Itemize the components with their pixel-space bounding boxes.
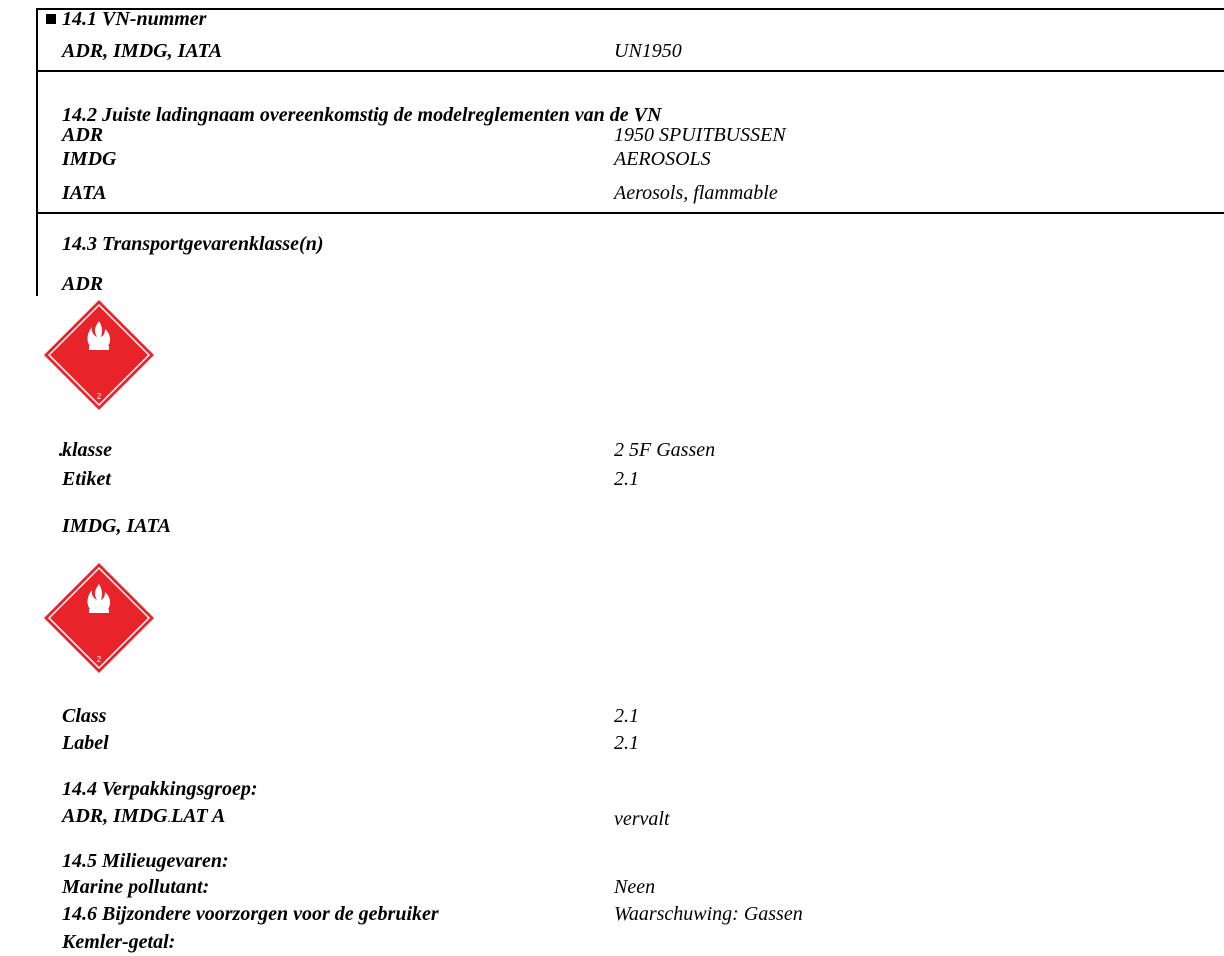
left-rule-14-3 bbox=[36, 212, 38, 296]
imdg-iata-subheading: IMDG, IATA bbox=[62, 515, 171, 537]
section-14-2-row-label: IATA bbox=[62, 182, 107, 204]
adr-etiket-label: Etiket bbox=[62, 468, 111, 490]
section-bullet-icon bbox=[46, 14, 56, 24]
flammable-gas-diamond-icon: 2 bbox=[39, 295, 159, 415]
section-14-4-label-b: LAT A bbox=[171, 805, 226, 827]
left-rule-14-2 bbox=[36, 70, 38, 214]
section-14-2-row-label: ADR bbox=[62, 124, 104, 146]
imdg-class-label: Class bbox=[62, 705, 107, 727]
left-rule-14-1 bbox=[36, 8, 38, 72]
label-separator-dot: . bbox=[167, 811, 172, 826]
adr-klasse-value: 2 5F Gassen bbox=[614, 439, 716, 461]
section-14-2-row-label: IMDG bbox=[62, 148, 117, 170]
section-14-5-label: Marine pollutant: bbox=[62, 876, 210, 898]
section-14-4-label: ADR, IMDG.LAT A bbox=[62, 806, 225, 826]
section-14-4-label-a: ADR, IMDG bbox=[62, 805, 168, 827]
rule-after-14-2 bbox=[36, 212, 1224, 214]
flammable-gas-diamond-icon: 2 bbox=[39, 558, 159, 678]
rule-after-14-1 bbox=[36, 70, 1224, 72]
section-14-2-row-value: Aerosols, flammable bbox=[614, 182, 778, 204]
svg-text:2: 2 bbox=[97, 392, 102, 401]
section-14-4-heading: 14.4 Verpakkingsgroep: bbox=[62, 778, 258, 800]
adr-etiket-value: 2.1 bbox=[614, 468, 639, 490]
imdg-class-value: 2.1 bbox=[614, 705, 639, 727]
section-14-6-value: Waarschuwing: Gassen bbox=[614, 903, 803, 925]
adr-klasse-label: klasse bbox=[62, 439, 112, 461]
svg-text:2: 2 bbox=[97, 655, 102, 664]
section-14-2-row-value: 1950 SPUITBUSSEN bbox=[614, 124, 786, 146]
section-14-1-heading: 14.1 VN-nummer bbox=[62, 8, 207, 30]
imdg-label-label: Label bbox=[62, 732, 109, 754]
section-14-6-heading: 14.6 Bijzondere voorzorgen voor de gebru… bbox=[62, 903, 439, 925]
section-14-2-row-value: AEROSOLS bbox=[614, 148, 711, 170]
section-14-4-value: vervalt bbox=[614, 808, 670, 830]
adr-subheading: ADR bbox=[62, 273, 104, 295]
section-14-2-heading: 14.2 Juiste ladingnaam overeenkomstig de… bbox=[62, 104, 662, 126]
section-14-3-heading: 14.3 Transportgevarenklasse(n) bbox=[62, 233, 324, 255]
section-14-1-value: UN1950 bbox=[614, 40, 682, 62]
section-14-5-value: Neen bbox=[614, 876, 656, 898]
section-14-6-label: Kemler-getal: bbox=[62, 931, 176, 953]
top-rule bbox=[36, 8, 1224, 10]
imdg-label-value: 2.1 bbox=[614, 732, 639, 754]
section-14-1-label: ADR, IMDG, IATA bbox=[62, 40, 223, 62]
section-14-5-heading: 14.5 Milieugevaren: bbox=[62, 850, 229, 872]
list-dot-icon bbox=[59, 453, 62, 456]
